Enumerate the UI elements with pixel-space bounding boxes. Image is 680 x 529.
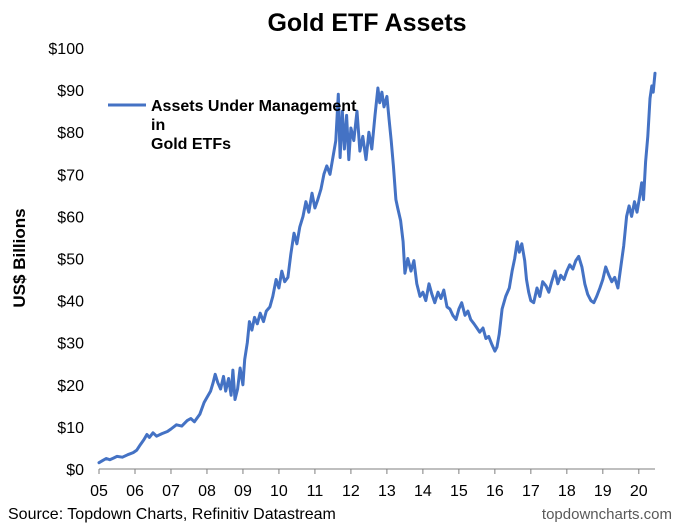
y-tick-label: $100 — [48, 41, 84, 58]
x-tick-label: 06 — [126, 483, 144, 500]
y-axis-label: US$ Billions — [10, 208, 29, 307]
legend-label-line: in — [151, 117, 165, 134]
x-tick-label: 05 — [90, 483, 108, 500]
y-tick-label: $40 — [57, 294, 84, 311]
y-tick-label: $50 — [57, 252, 84, 269]
x-tick-label: 08 — [198, 483, 216, 500]
y-tick-label: $90 — [57, 83, 84, 100]
x-tick-label: 18 — [558, 483, 576, 500]
legend: Assets Under Management in Gold ETFs — [108, 98, 357, 153]
y-tick-label: $60 — [57, 209, 84, 226]
source-text: Source: Topdown Charts, Refinitiv Datast… — [8, 506, 336, 523]
y-tick-label: $70 — [57, 167, 84, 184]
y-tick-label: $10 — [57, 420, 84, 437]
x-tick-label: 09 — [234, 483, 252, 500]
legend-label-line: Assets Under Management — [151, 98, 357, 115]
x-tick-label: 17 — [522, 483, 540, 500]
legend-label: Assets Under Management in Gold ETFs — [151, 98, 357, 153]
series-line-gold-etf-assets — [97, 71, 657, 465]
x-tick-label: 14 — [414, 483, 432, 500]
chart-title: Gold ETF Assets — [267, 9, 466, 37]
x-tick-label: 10 — [270, 483, 288, 500]
x-tick-label: 13 — [378, 483, 396, 500]
y-tick-label: $0 — [66, 462, 84, 479]
y-tick-label: $80 — [57, 125, 84, 142]
x-tick-label: 16 — [486, 483, 504, 500]
y-axis-ticks: $0 $10 $20 $30 $40 $50 $60 $70 $80 $90 $100 — [48, 41, 84, 479]
x-tick-label: 12 — [342, 483, 360, 500]
x-axis-ticks: 05 06 07 08 09 10 11 12 13 14 15 16 17 18 19 20 — [90, 469, 648, 500]
legend-label-line: Gold ETFs — [151, 136, 231, 153]
x-tick-label: 19 — [594, 483, 612, 500]
y-tick-label: $30 — [57, 336, 84, 353]
y-tick-label: $20 — [57, 378, 84, 395]
x-tick-label: 11 — [307, 483, 324, 500]
brand-text: topdowncharts.com — [542, 506, 672, 523]
x-tick-label: 07 — [162, 483, 180, 500]
x-tick-label: 20 — [630, 483, 648, 500]
x-tick-label: 15 — [450, 483, 468, 500]
